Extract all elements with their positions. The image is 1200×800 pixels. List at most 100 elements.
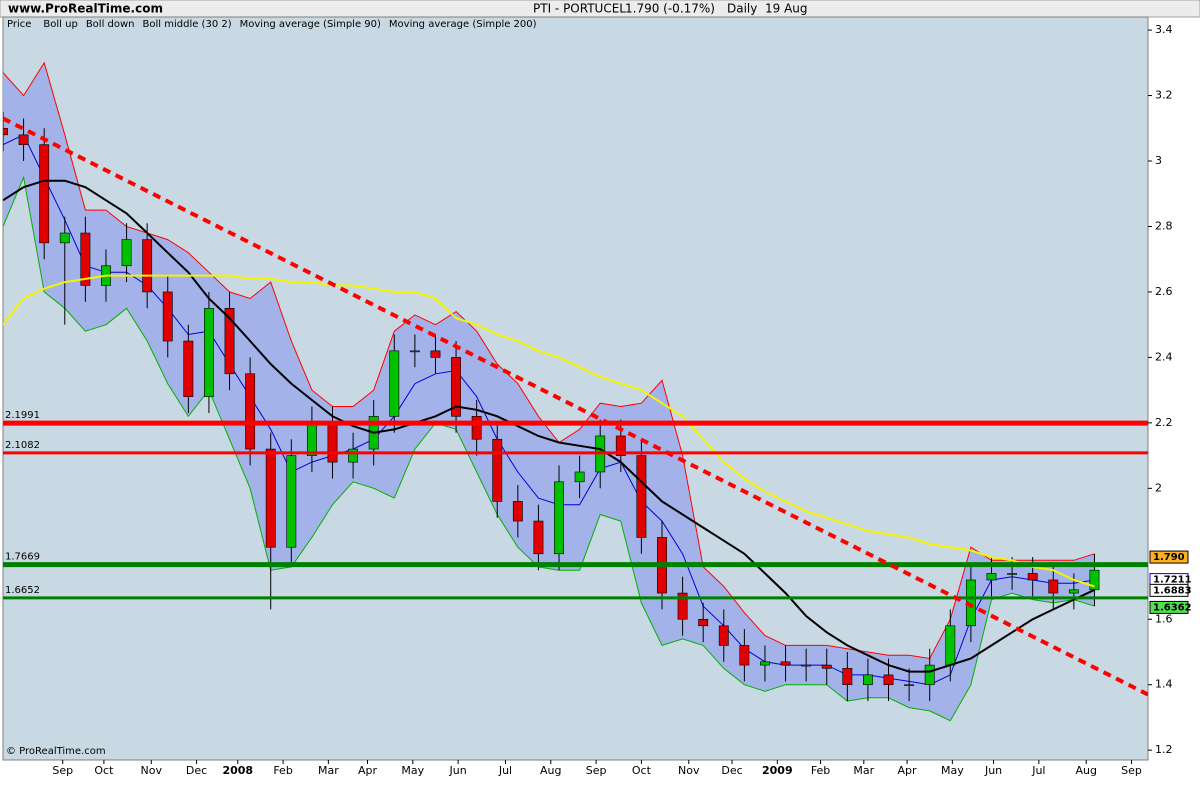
legend-entry: Boll middle (30 2) — [143, 19, 232, 30]
level-label: 2.1991 — [5, 410, 40, 421]
legend-label: Price — [7, 19, 31, 30]
candle-body — [3, 127, 8, 136]
x-tick-label: Jul — [1031, 764, 1045, 777]
candle-body — [862, 674, 873, 686]
x-tick-label: May — [941, 764, 964, 777]
candle-body — [780, 661, 791, 666]
x-tick-label: Mar — [318, 764, 339, 777]
band-line — [3, 61, 1095, 660]
candle-body — [204, 308, 214, 397]
candle-body — [512, 501, 523, 522]
candle-body — [451, 357, 461, 417]
price-tag-label: 1.6362 — [1153, 602, 1192, 613]
candle-body — [924, 664, 935, 686]
x-tick-label: Sep — [1121, 764, 1142, 777]
x-tick-label: 2008 — [222, 764, 253, 777]
candle-body — [1027, 573, 1038, 581]
candle-body — [265, 448, 276, 548]
x-tick-label: Oct — [94, 764, 114, 777]
x-tick-label: Sep — [52, 764, 73, 777]
price-tag — [1149, 583, 1189, 597]
y-tick-label: 2.8 — [1155, 219, 1173, 232]
quote: 1.790 (-0.17%) — [625, 2, 715, 16]
candle-body — [121, 239, 132, 267]
chart-title: PTI - PORTUCEL — [533, 2, 626, 16]
candle-body — [739, 645, 750, 666]
y-tick-label: 2.4 — [1155, 350, 1173, 363]
candle-body — [801, 664, 812, 667]
band-line — [3, 134, 1095, 686]
candle-body — [636, 455, 647, 538]
plot — [3, 61, 1148, 722]
candle-body — [389, 350, 400, 417]
level-label: 1.7669 — [5, 552, 40, 563]
y-tick-label: 1.6 — [1155, 612, 1173, 625]
candle-body — [1089, 569, 1100, 591]
candle-body — [348, 448, 359, 463]
price-tag-label: 1.790 — [1153, 552, 1185, 563]
x-tick-label: 2009 — [762, 764, 793, 777]
period: Daily 19 Aug — [727, 2, 808, 16]
y-tick-label: 2 — [1155, 481, 1162, 494]
price-tag-label: 1.6883 — [1153, 585, 1192, 596]
candle-body — [430, 350, 441, 358]
x-tick-label: Aug — [1075, 764, 1096, 777]
candle-body — [286, 455, 297, 548]
candle-body — [39, 144, 50, 244]
legend-entry: Moving average (Simple 90) — [240, 19, 381, 30]
candle-body — [945, 625, 956, 666]
candle-body — [718, 625, 729, 646]
candle-body — [18, 134, 29, 145]
candle-body — [842, 668, 853, 686]
y-tick-label: 3.4 — [1155, 23, 1173, 36]
candle-body — [224, 308, 235, 375]
candle-body — [677, 592, 688, 620]
x-tick-label: Oct — [632, 764, 652, 777]
x-tick-label: Feb — [811, 764, 830, 777]
candle-body — [471, 416, 482, 440]
level-label: 1.6652 — [5, 585, 40, 596]
x-tick-label: Sep — [586, 764, 607, 777]
candle-body — [306, 422, 317, 456]
candle-body — [1007, 573, 1018, 575]
legend-entry: Moving average (Simple 200) — [389, 19, 537, 30]
y-tick-label: 2.2 — [1155, 416, 1173, 429]
trend-line — [3, 116, 1148, 697]
x-tick-label: Apr — [898, 764, 918, 777]
y-tick-label: 3 — [1155, 154, 1162, 167]
candle-body — [1068, 589, 1079, 594]
candle-body — [183, 340, 194, 397]
price-tag — [1149, 600, 1189, 614]
candle-body — [760, 661, 770, 666]
band-line — [3, 175, 1095, 722]
candle-body — [492, 438, 503, 502]
moving-average — [3, 179, 1095, 673]
candle-body — [698, 618, 709, 627]
x-tick-label: Dec — [721, 764, 742, 777]
x-tick-label: Apr — [358, 764, 378, 777]
site-name: www.ProRealTime.com — [8, 2, 163, 16]
x-tick-label: Nov — [678, 764, 700, 777]
x-tick-label: Nov — [141, 764, 163, 777]
candle-body — [986, 573, 997, 581]
y-tick-label: 1.2 — [1155, 743, 1173, 756]
candle-body — [821, 664, 832, 669]
y-tick-label: 3.2 — [1155, 89, 1173, 102]
level-label: 2.1082 — [5, 440, 40, 451]
legend-entry: Boll down — [86, 19, 135, 30]
x-tick-label: May — [401, 764, 424, 777]
price-tag-label: 1.7211 — [1153, 575, 1192, 586]
x-tick-label: Mar — [853, 764, 874, 777]
legend-entry: Boll up — [43, 19, 77, 30]
candle-body — [245, 373, 256, 450]
candle-body — [327, 422, 338, 463]
candle-body — [1048, 579, 1059, 594]
x-tick-label: Jul — [498, 764, 512, 777]
y-tick-label: 1.4 — [1155, 678, 1173, 691]
band-fill — [3, 62, 1095, 721]
candle-body — [59, 232, 70, 244]
price-tag — [1149, 550, 1189, 564]
candle-body — [80, 232, 91, 286]
